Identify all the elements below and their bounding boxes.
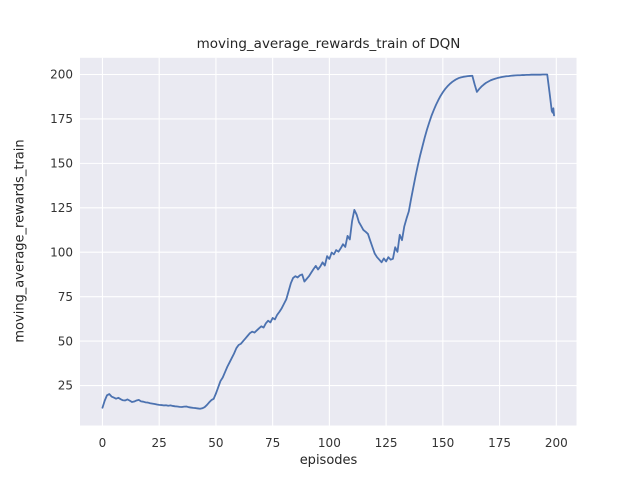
y-tick-label: 175 <box>50 112 73 126</box>
y-tick-label: 150 <box>50 157 73 171</box>
x-tick-label: 125 <box>375 436 398 450</box>
x-tick-label: 100 <box>318 436 341 450</box>
y-tick-label: 25 <box>58 379 73 393</box>
y-tick-label: 200 <box>50 68 73 82</box>
reward-line <box>101 73 555 410</box>
y-tick-label: 125 <box>50 201 73 215</box>
x-tick-label: 25 <box>152 436 167 450</box>
chart-title: moving_average_rewards_train of DQN <box>196 36 461 52</box>
y-tick-label: 75 <box>58 290 73 304</box>
x-tick-label: 150 <box>431 436 454 450</box>
y-axis-label: moving_average_rewards_train <box>12 139 28 343</box>
y-tick-label: 100 <box>50 245 73 259</box>
x-axis-label: episodes <box>299 453 358 468</box>
x-tick-label: 50 <box>208 436 223 450</box>
y-tick-label: 50 <box>58 334 73 348</box>
x-tick-label: 175 <box>488 436 511 450</box>
x-tick-label: 200 <box>545 436 568 450</box>
x-tick-label: 0 <box>99 436 107 450</box>
x-tick-label: 75 <box>265 436 280 450</box>
plot-area <box>80 57 577 426</box>
